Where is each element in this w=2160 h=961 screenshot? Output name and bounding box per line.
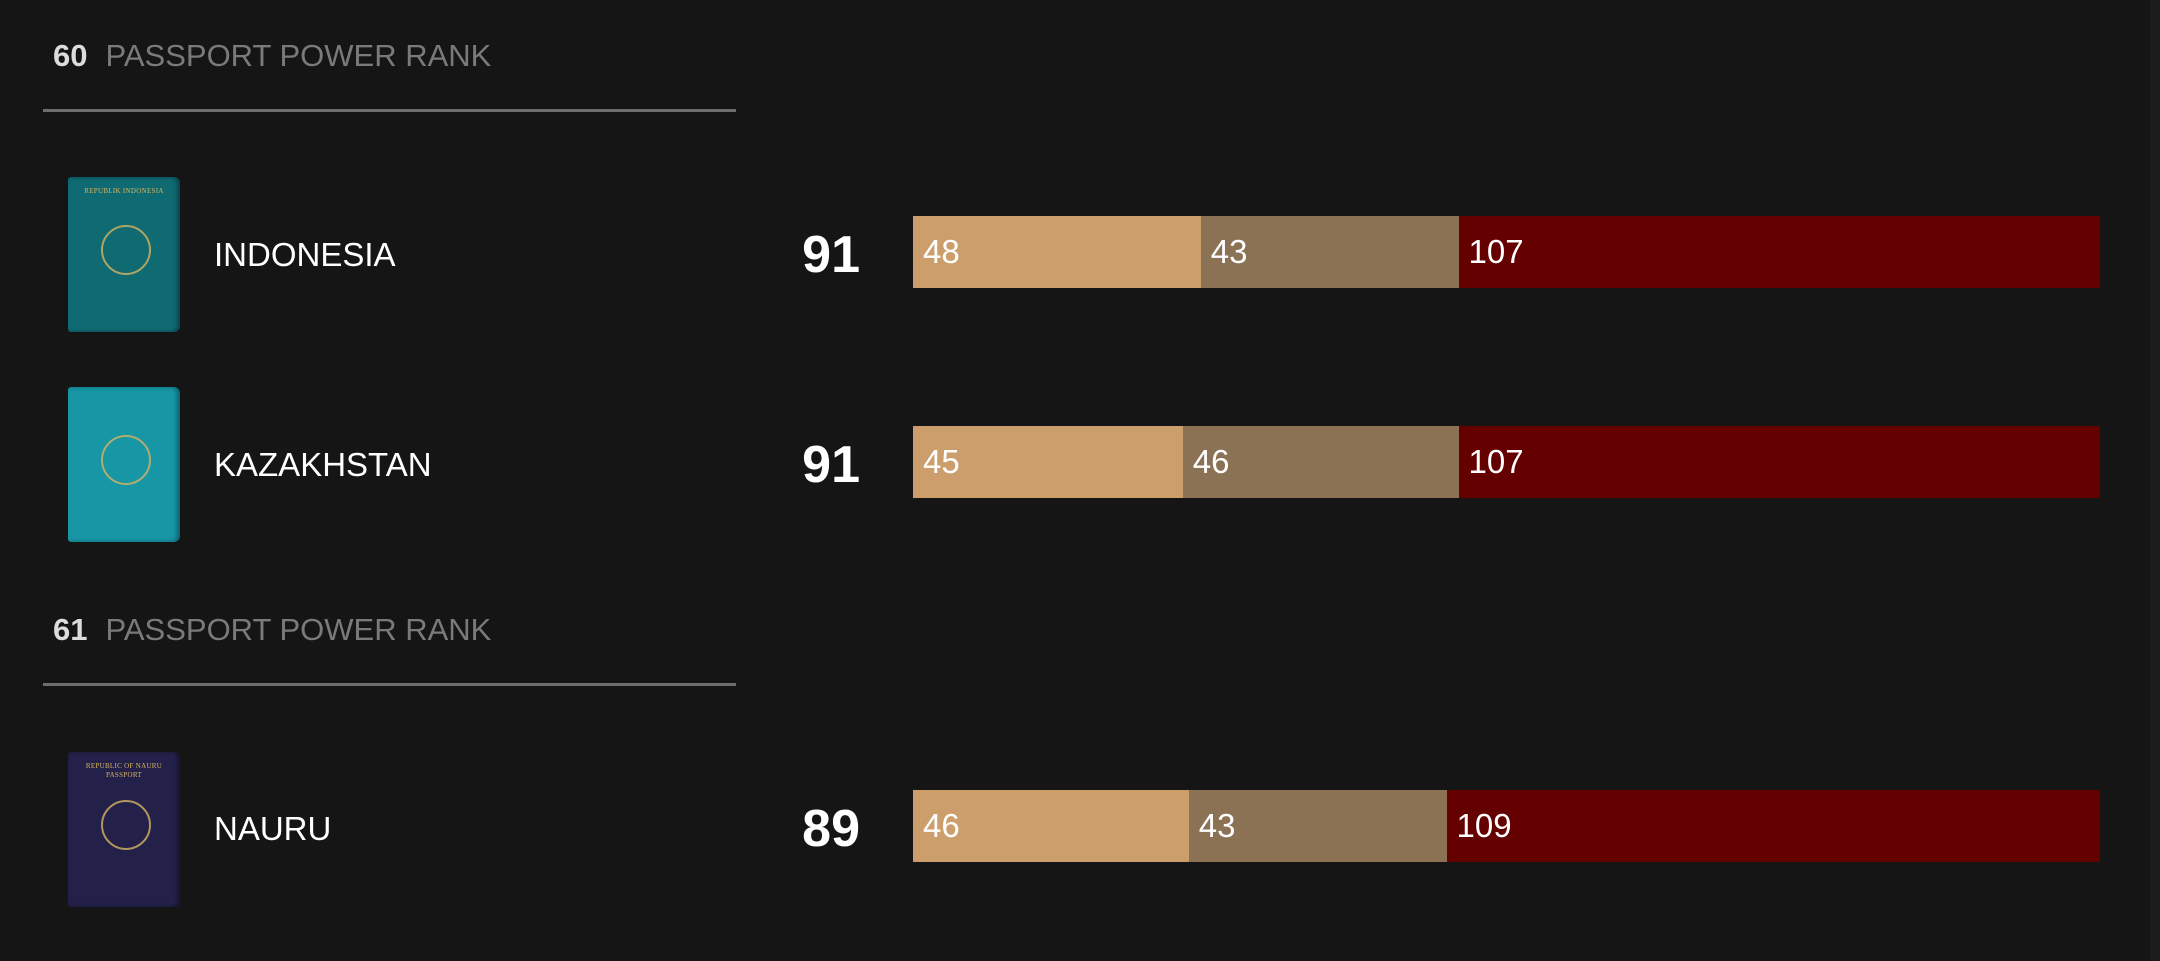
stacked-bar: 46 43 109 bbox=[913, 790, 2100, 862]
bar-segment-3: 107 bbox=[1458, 216, 2100, 288]
passport-image-indonesia: REPUBLIK INDONESIA bbox=[68, 177, 180, 332]
passport-image-kazakhstan bbox=[68, 387, 180, 542]
bar-segment-1: 48 bbox=[913, 216, 1201, 288]
country-name[interactable]: NAURU bbox=[214, 810, 332, 847]
emblem-icon bbox=[101, 799, 151, 850]
passport-cover-text: REPUBLIC OF NAURU PASSPORT bbox=[85, 762, 163, 779]
stacked-bar: 45 46 107 bbox=[913, 426, 2100, 498]
passport-cover-text: REPUBLIK INDONESIA bbox=[84, 187, 164, 195]
passport-image-nauru: REPUBLIC OF NAURU PASSPORT bbox=[68, 752, 180, 907]
divider bbox=[43, 683, 736, 686]
rank-number: 60 bbox=[53, 38, 88, 73]
emblem-icon bbox=[101, 224, 151, 275]
rank-label: PASSPORT POWER RANK bbox=[105, 38, 492, 73]
bar-segment-3: 107 bbox=[1458, 426, 2100, 498]
bar-segment-1: 46 bbox=[913, 790, 1189, 862]
score: 89 bbox=[802, 800, 860, 858]
rank-number: 61 bbox=[53, 612, 88, 647]
country-name[interactable]: KAZAKHSTAN bbox=[214, 446, 432, 483]
stacked-bar: 48 43 107 bbox=[913, 216, 2100, 288]
bar-segment-3: 109 bbox=[1446, 790, 2100, 862]
bar-segment-2: 43 bbox=[1200, 216, 1459, 288]
bar-segment-2: 43 bbox=[1188, 790, 1447, 862]
emblem-icon bbox=[101, 434, 151, 485]
bar-segment-1: 45 bbox=[913, 426, 1183, 498]
bar-segment-2: 46 bbox=[1182, 426, 1459, 498]
rank-header-61: 61 PASSPORT POWER RANK bbox=[53, 612, 491, 648]
score: 91 bbox=[802, 226, 860, 284]
score: 91 bbox=[802, 436, 860, 494]
country-name[interactable]: INDONESIA bbox=[214, 236, 396, 273]
rank-label: PASSPORT POWER RANK bbox=[105, 612, 492, 647]
divider bbox=[43, 109, 736, 112]
rank-header-60: 60 PASSPORT POWER RANK bbox=[53, 38, 491, 74]
scrollbar-track[interactable] bbox=[2150, 0, 2160, 961]
